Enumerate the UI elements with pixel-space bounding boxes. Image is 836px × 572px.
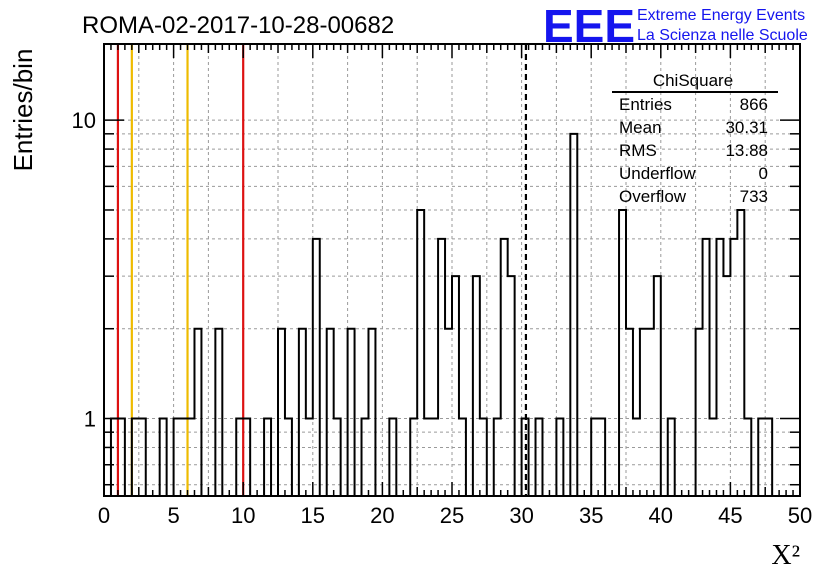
y-axis-label: Entries/bin [8,49,38,172]
x-tick-label: 35 [579,503,603,528]
y-tick-label: 1 [84,407,96,432]
stats-value-mean: 30.31 [725,118,768,137]
tick-labels: 0 5 10 15 20 25 30 35 40 45 50 1 10 [72,108,813,528]
logo-mark: EEE [543,0,635,52]
x-axis-label: X² [771,540,800,571]
x-tick-label: 5 [167,503,179,528]
x-tick-label: 30 [509,503,533,528]
x-tick-label: 0 [98,503,110,528]
stats-value-underflow: 0 [759,164,768,183]
stats-label-entries: Entries [619,95,672,114]
x-tick-label: 25 [440,503,464,528]
reference-lines [116,44,528,496]
stats-label-mean: Mean [619,118,662,137]
stats-value-entries: 866 [740,95,768,114]
stats-label-overflow: Overflow [619,187,687,206]
x-tick-label: 10 [231,503,255,528]
logo-line-2: La Scienza nelle Scuole [637,27,808,44]
stats-title: ChiSquare [653,71,733,90]
grid [104,44,800,496]
stats-value-overflow: 733 [740,187,768,206]
y-tick-label: 10 [72,108,96,133]
stats-label-underflow: Underflow [619,164,696,183]
x-tick-label: 50 [788,503,812,528]
x-tick-label: 20 [370,503,394,528]
stats-box: ChiSquare Entries 866 Mean 30.31 RMS 13.… [612,71,778,206]
stats-value-rms: 13.88 [725,141,768,160]
x-tick-label: 15 [301,503,325,528]
histogram-line [109,132,774,496]
stats-label-rms: RMS [619,141,657,160]
logo-line-1: Extreme Energy Events [637,7,805,24]
x-tick-label: 45 [718,503,742,528]
eee-logo: EEE Extreme Energy Events La Scienza nel… [543,0,808,52]
x-tick-label: 40 [649,503,673,528]
chart-title: ROMA-02-2017-10-28-00682 [82,12,394,39]
axis-ticks [103,44,801,496]
